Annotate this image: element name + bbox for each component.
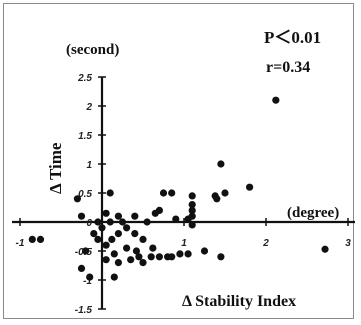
- y-tick-label: 0: [86, 218, 92, 229]
- x-tick-label: -1: [16, 238, 25, 249]
- data-point: [114, 212, 122, 220]
- p-value-label: P＜0.01: [264, 28, 321, 47]
- data-point: [86, 273, 94, 281]
- data-point: [36, 235, 45, 243]
- data-point: [149, 244, 157, 252]
- data-point: [211, 192, 219, 200]
- data-point: [77, 264, 86, 272]
- data-point: [184, 250, 192, 258]
- axes: [12, 76, 355, 310]
- data-point: [73, 195, 81, 203]
- data-point: [321, 245, 329, 253]
- data-point: [110, 250, 118, 258]
- y-tick-label: 2.5: [77, 73, 92, 84]
- data-point: [151, 209, 159, 217]
- y-tick-label: 0.5: [78, 189, 92, 200]
- data-point: [131, 212, 139, 220]
- data-point: [246, 183, 254, 191]
- data-point: [106, 218, 114, 226]
- data-point: [82, 247, 90, 255]
- data-point: [188, 206, 196, 214]
- data-point: [139, 259, 147, 267]
- data-point: [114, 230, 122, 238]
- data-point: [200, 247, 209, 255]
- y-tick-label: 1: [86, 160, 92, 171]
- data-points: [28, 96, 329, 281]
- data-point: [172, 215, 180, 223]
- data-point: [98, 224, 106, 232]
- data-point: [217, 160, 225, 168]
- data-point: [77, 212, 86, 220]
- y-tick-label: 1.5: [78, 131, 92, 142]
- data-point: [102, 256, 110, 264]
- data-point: [90, 230, 98, 238]
- y-tick-label: -1: [83, 276, 92, 287]
- data-point: [123, 224, 131, 232]
- data-point: [114, 259, 122, 267]
- data-point: [272, 96, 280, 104]
- data-point: [135, 253, 143, 261]
- data-point: [123, 244, 131, 252]
- data-point: [110, 273, 118, 281]
- data-point: [159, 189, 168, 197]
- data-point: [188, 201, 196, 209]
- data-point: [168, 253, 176, 261]
- data-point: [28, 235, 36, 243]
- data-point: [188, 221, 196, 229]
- data-point: [155, 253, 163, 261]
- data-point: [94, 235, 102, 243]
- data-point: [108, 235, 116, 243]
- x-tick-label: 3: [345, 238, 351, 249]
- data-point: [139, 235, 147, 243]
- data-point: [94, 218, 102, 226]
- x-axis-label: Δ Stability Index: [182, 293, 296, 310]
- data-point: [132, 247, 141, 255]
- x-unit-label: (degree): [287, 205, 339, 221]
- data-point: [217, 253, 225, 261]
- y-unit-label: (second): [66, 42, 119, 58]
- data-point: [188, 192, 196, 200]
- y-axis-label: Δ Time: [46, 142, 65, 194]
- x-tick-label: 1: [181, 238, 187, 249]
- data-point: [147, 253, 155, 261]
- data-point: [143, 218, 151, 226]
- data-point: [127, 256, 135, 264]
- data-point: [168, 189, 176, 197]
- data-point: [176, 250, 184, 258]
- data-point: [131, 230, 139, 238]
- data-point: [184, 215, 192, 223]
- data-point: [102, 241, 110, 249]
- data-point: [118, 218, 127, 226]
- y-tick-label: 2: [85, 102, 92, 113]
- data-point: [102, 209, 110, 217]
- data-point: [106, 189, 114, 197]
- r-value-label: r=0.34: [266, 59, 310, 76]
- y-tick-label: -1.5: [75, 305, 93, 316]
- data-point: [221, 189, 229, 197]
- x-tick-label: 2: [262, 238, 269, 249]
